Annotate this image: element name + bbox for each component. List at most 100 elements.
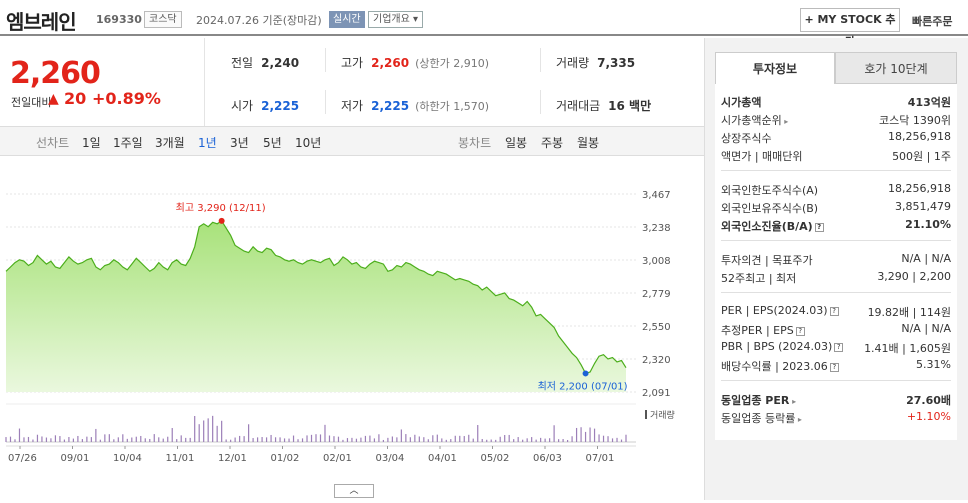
volume-bar — [396, 437, 398, 442]
volume-bar — [391, 436, 393, 442]
period-1w[interactable]: 1주일 — [113, 136, 143, 150]
volume-bar — [355, 438, 358, 442]
candle-daily[interactable]: 일봉 — [505, 136, 528, 150]
trade-amount: 거래대금 16 백만 — [556, 99, 652, 113]
volume-bar — [463, 436, 465, 442]
volume-bar — [113, 439, 115, 442]
divider — [540, 90, 541, 114]
y-tick-label: 3,008 — [642, 256, 671, 267]
volume-bar — [45, 437, 48, 442]
company-info-dropdown[interactable]: 기업개요 ▾ — [368, 11, 424, 28]
period-3m[interactable]: 3개월 — [155, 136, 185, 150]
divider — [325, 90, 326, 114]
volume-bar — [14, 439, 16, 442]
volume: 거래량 7,335 — [556, 56, 636, 70]
divider — [721, 240, 951, 241]
market-cap-rank-row: 시가총액순위 ▸ 코스닥 1390위 — [721, 114, 951, 127]
quick-order-button[interactable]: 빠른주문 — [912, 15, 953, 28]
volume-bar — [472, 438, 474, 442]
chart-svg: 3,467 3,238 3,008 2,779 2,550 2,320 2,091 최고 3,… — [5, 190, 675, 464]
volume-bar — [445, 439, 447, 442]
candle-weekly[interactable]: 주봉 — [541, 136, 564, 150]
divider — [540, 48, 541, 72]
volume-bar — [140, 435, 142, 442]
price-chart[interactable]: 3,467 3,238 3,008 2,779 2,550 2,320 2,091 최고 3,… — [0, 156, 704, 500]
volume-bar — [144, 438, 146, 442]
volume-bar — [288, 438, 290, 442]
market-cap-row: 시가총액 413억원 — [721, 96, 951, 109]
volume-bar — [167, 436, 169, 442]
volume-bar — [369, 435, 371, 442]
volume-bar — [189, 437, 191, 442]
help-icon[interactable]: ? — [829, 362, 839, 372]
help-icon[interactable]: ? — [834, 342, 844, 352]
volume-bar — [212, 415, 214, 442]
period-3y[interactable]: 3년 — [230, 136, 249, 150]
x-tick-label: 05/02 — [481, 453, 510, 464]
y-tick-label: 2,091 — [642, 388, 671, 399]
tab-investment-info[interactable]: 투자정보 — [715, 52, 835, 84]
high-annotation: 최고 3,290 (12/11) — [176, 202, 266, 214]
volume-bar — [553, 425, 555, 442]
volume-bar — [117, 437, 119, 442]
volume-bar — [333, 436, 335, 442]
volume-bar — [337, 436, 340, 442]
volume-bar — [239, 435, 241, 442]
volume-bar — [611, 438, 614, 442]
volume-bar — [526, 438, 528, 442]
period-10y[interactable]: 10년 — [295, 136, 322, 150]
realtime-button[interactable]: 실시간 — [329, 11, 365, 28]
my-stock-button[interactable]: + MY STOCK 추가 — [800, 8, 900, 48]
per-row: PER | EPS(2024.03)? 19.82배 | 114원 — [721, 304, 951, 319]
day-high: 고가 2,260 (상한가 2,910) — [341, 56, 489, 70]
volume-bar — [602, 435, 605, 442]
tab-orderbook[interactable]: 호가 10단계 — [835, 52, 957, 84]
company-info-label: 기업개요 — [373, 14, 410, 25]
period-1y[interactable]: 1년 — [198, 136, 217, 150]
dividend-row: 배당수익률 | 2023.06? 5.31% — [721, 358, 951, 373]
period-5y[interactable]: 5년 — [263, 136, 282, 150]
collapse-chart-button[interactable]: ︿ — [334, 484, 374, 498]
volume-bar — [364, 435, 367, 442]
divider — [721, 380, 951, 381]
base-date: 2024.07.26 기준(장마감) — [196, 14, 322, 27]
help-icon[interactable]: ? — [814, 222, 824, 232]
volume-bar — [620, 439, 623, 442]
price-panel: 2,260 전일대비 ▲ 20 +0.89% — [0, 38, 205, 126]
help-icon[interactable]: ? — [795, 326, 805, 336]
volume-bar — [274, 437, 277, 442]
volume-bar — [59, 436, 61, 442]
volume-bar — [409, 437, 411, 442]
volume-bar — [513, 439, 515, 442]
volume-bar — [283, 438, 286, 442]
volume-bar — [387, 437, 389, 442]
volume-bar — [171, 428, 173, 442]
candle-monthly[interactable]: 월봉 — [577, 136, 600, 150]
stock-name: 엠브레인 — [6, 10, 77, 34]
volume-bar — [328, 435, 331, 442]
volume-bar — [256, 437, 259, 442]
volume-bar — [580, 427, 582, 442]
volume-bar — [593, 428, 596, 442]
volume-bar — [558, 439, 560, 442]
x-tick-label: 07/26 — [8, 453, 37, 464]
volume-bar — [382, 439, 384, 442]
sector-per-row: 동일업종 PER ▸ 27.60배 — [721, 394, 951, 407]
day-low: 저가 2,225 (하한가 1,570) — [341, 99, 489, 113]
volume-bar — [207, 418, 209, 442]
volume-bar — [221, 420, 223, 442]
sector-change-row: 동일업종 등락률 ▸ +1.10% — [721, 410, 951, 425]
volume-bar — [108, 434, 110, 442]
volume-bar — [99, 439, 101, 442]
volume-bar — [418, 436, 420, 442]
help-icon[interactable]: ? — [829, 306, 839, 316]
volume-bar — [566, 439, 569, 442]
volume-bar — [279, 437, 281, 442]
volume-bar — [185, 437, 187, 442]
volume-bar — [50, 438, 52, 442]
volume-bar — [176, 439, 178, 442]
info-icon: ▸ — [781, 117, 789, 126]
period-1d[interactable]: 1일 — [82, 136, 101, 150]
volume-bar — [252, 438, 254, 442]
volume-bar — [86, 436, 88, 442]
